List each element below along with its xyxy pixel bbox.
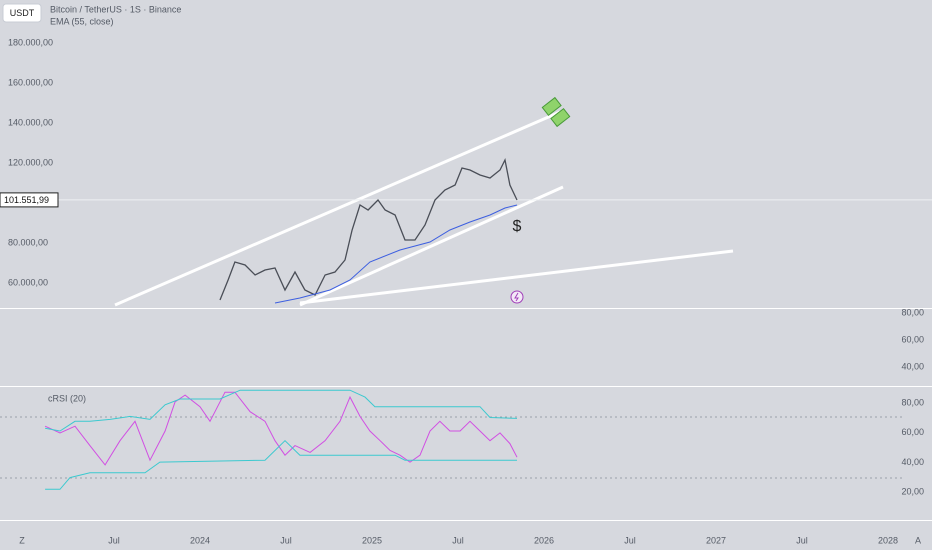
- last-price-label: 101.551,99: [4, 195, 49, 205]
- y-tick-label: 40,00: [901, 361, 924, 371]
- x-tick-label: Jul: [108, 535, 120, 545]
- x-tick-label: Jul: [452, 535, 464, 545]
- event-icon[interactable]: [510, 290, 524, 304]
- series-line: [44, 391, 518, 466]
- y-tick-label: 40,00: [901, 457, 924, 467]
- y-tick-label: 60,00: [901, 334, 924, 344]
- y-tick-label: 160.000,00: [8, 77, 53, 87]
- trendline: [299, 249, 734, 305]
- y-tick-label: 80.000,00: [8, 237, 48, 247]
- y-tick-label: 180.000,00: [8, 37, 53, 47]
- series-line: [45, 440, 517, 490]
- chart-title: Bitcoin / TetherUS · 1S · Binance: [50, 4, 181, 14]
- y-tick-label: 60.000,00: [8, 277, 48, 287]
- y-tick-label: 80,00: [901, 307, 924, 317]
- y-tick-label: 120.000,00: [8, 157, 53, 167]
- trendline: [299, 185, 564, 307]
- x-tick-label: 2027: [706, 535, 726, 545]
- bottom-left-label[interactable]: Z: [19, 535, 25, 545]
- symbol-button[interactable]: [2, 3, 42, 23]
- x-tick-label: Jul: [796, 535, 808, 545]
- symbol-button-label[interactable]: USDT: [10, 8, 35, 18]
- x-tick-label: Jul: [624, 535, 636, 545]
- x-tick-label: Jul: [280, 535, 292, 545]
- dollar-icon: $: [513, 218, 522, 235]
- trendline: [114, 110, 561, 307]
- y-tick-label: 20,00: [901, 487, 924, 497]
- series-line: [219, 158, 518, 301]
- rsi-title: cRSI (20): [48, 393, 86, 403]
- bottom-right-label[interactable]: A: [915, 535, 921, 545]
- money-icon: [541, 96, 571, 128]
- last-price-box: [0, 192, 59, 208]
- y-tick-label: 140.000,00: [8, 117, 53, 127]
- x-tick-label: 2028: [878, 535, 898, 545]
- indicator-label: EMA (55, close): [50, 16, 114, 26]
- y-tick-label: 80,00: [901, 397, 924, 407]
- x-tick-label: 2025: [362, 535, 382, 545]
- x-tick-label: 2024: [190, 535, 210, 545]
- event-icon-bolt: [514, 292, 519, 302]
- y-tick-label: 60,00: [901, 427, 924, 437]
- x-tick-label: 2026: [534, 535, 554, 545]
- series-line: [274, 204, 518, 304]
- series-line: [45, 389, 518, 432]
